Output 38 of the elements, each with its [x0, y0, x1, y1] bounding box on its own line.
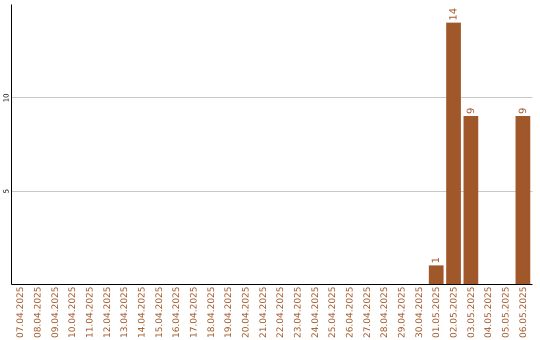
x-tick-label: 02.05.2025	[450, 286, 460, 338]
data-label: 9	[518, 108, 529, 114]
x-tick-label: 11.04.2025	[85, 286, 96, 338]
x-tick-label: 05.05.2025	[502, 286, 512, 338]
data-label: 1	[431, 256, 442, 264]
x-tick-label: 18.04.2025	[206, 286, 217, 338]
x-tick-label: 19.04.2025	[224, 286, 234, 338]
x-tick-label: 29.04.2025	[398, 286, 408, 338]
x-tick-label: 15.04.2025	[154, 286, 165, 338]
x-tick-label: 16.04.2025	[172, 286, 182, 338]
x-tick-label: 24.04.2025	[310, 286, 321, 338]
x-tick-label: 20.04.2025	[241, 286, 252, 338]
bar	[516, 116, 530, 284]
x-tick-label: 07.04.2025	[16, 286, 26, 338]
x-tick-label: 09.04.2025	[50, 286, 61, 338]
x-tick-label: 04.05.2025	[484, 286, 494, 338]
data-label: 9	[466, 108, 477, 114]
x-tick-label: 23.04.2025	[294, 286, 304, 338]
bar	[428, 265, 444, 284]
x-tick-label: 22.04.2025	[276, 286, 286, 338]
x-tick-label: 21.04.2025	[258, 286, 269, 338]
x-tick-label: 26.04.2025	[346, 286, 356, 338]
bar	[464, 116, 478, 284]
x-tick-label: 25.04.2025	[328, 286, 338, 338]
x-tick-label: 28.04.2025	[380, 286, 390, 338]
x-tick-label: 30.04.2025	[414, 286, 425, 338]
data-label: 14	[448, 8, 460, 21]
x-tick-label: 10.04.2025	[68, 286, 78, 338]
x-tick-label: 13.04.2025	[120, 286, 130, 338]
x-tick-label: 27.04.2025	[362, 286, 373, 338]
x-tick-label: 03.05.2025	[466, 286, 477, 338]
bar	[446, 22, 461, 284]
x-tick-label: 06.05.2025	[518, 286, 529, 338]
x-tick-label: 12.04.2025	[102, 286, 113, 338]
x-tick-label: 14.04.2025	[137, 286, 148, 338]
x-tick-label: 01.05.2025	[432, 286, 442, 338]
x-tick-label: 08.04.2025	[33, 286, 44, 338]
x-tick-label: 17.04.2025	[189, 286, 200, 338]
